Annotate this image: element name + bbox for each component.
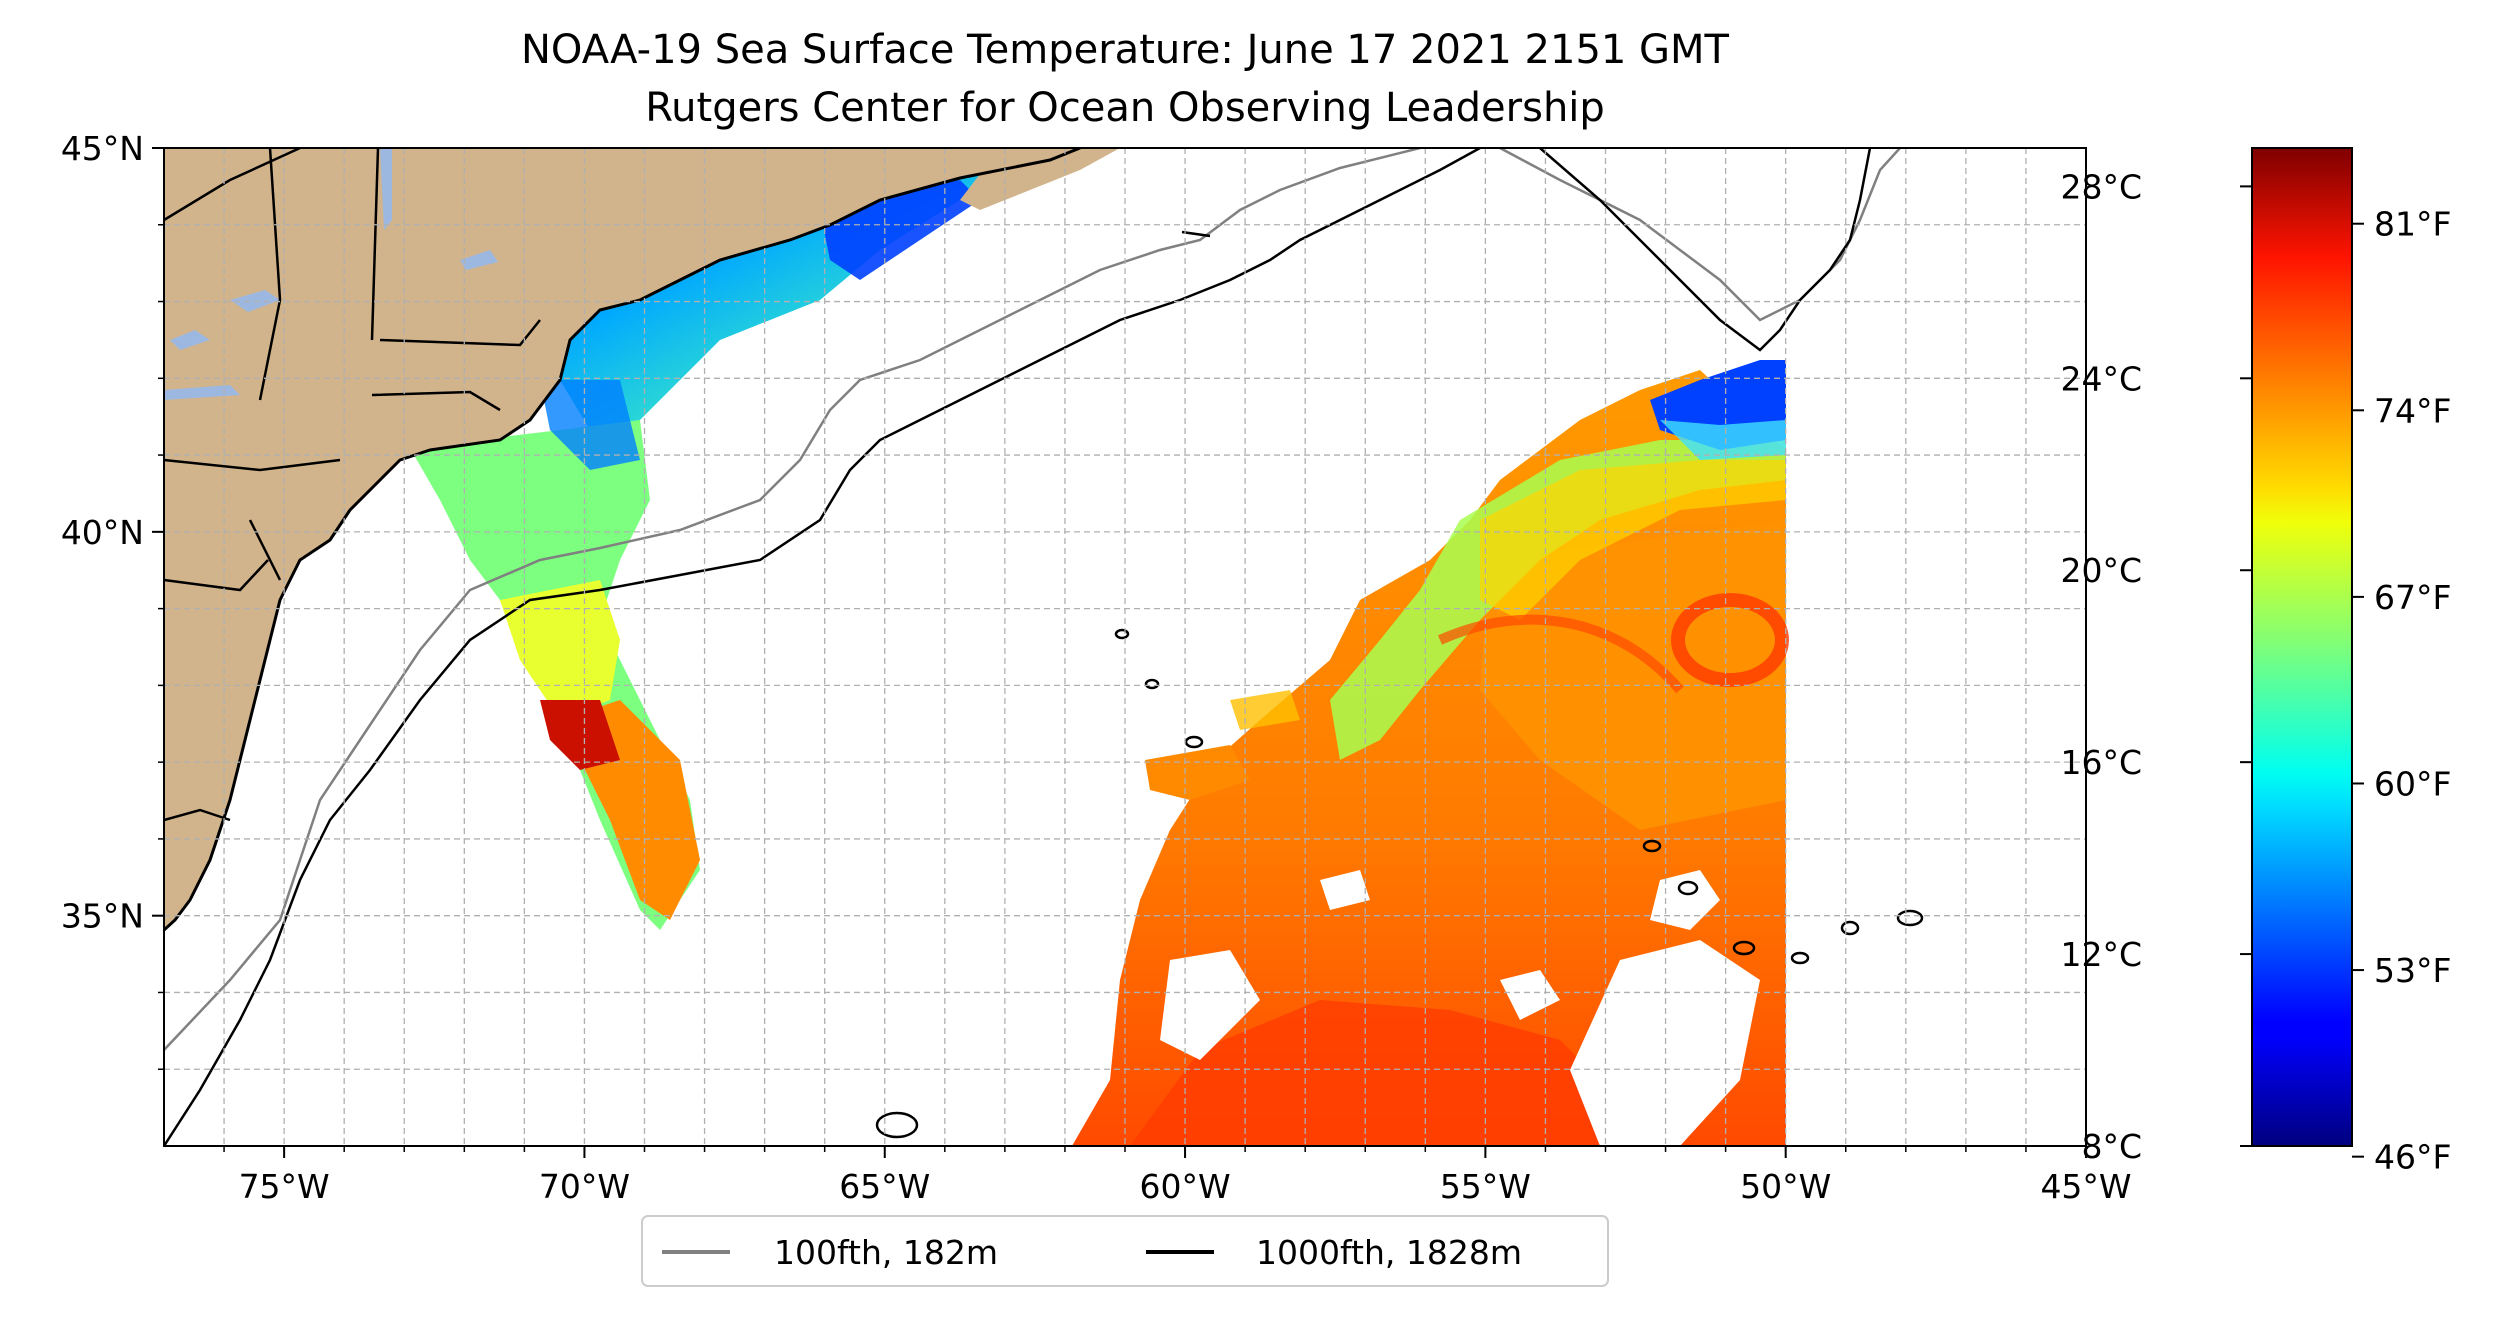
lat-tick-label: 40°N — [61, 513, 144, 552]
lat-tick-label: 45°N — [61, 129, 144, 168]
lon-tick-label: 70°W — [539, 1167, 630, 1206]
celsius-tick-label: 16°C — [2060, 743, 2142, 782]
celsius-tick-label: 24°C — [2060, 359, 2142, 398]
legend-box — [641, 1215, 1609, 1287]
contour-1000fth — [164, 148, 1872, 1146]
lon-tick-label: 45°W — [2040, 1167, 2131, 1206]
lon-tick-label: 75°W — [239, 1167, 330, 1206]
celsius-tick-label: 8°C — [2081, 1127, 2142, 1166]
bathymetry-contours — [164, 148, 1924, 1146]
lon-tick-label: 55°W — [1440, 1167, 1531, 1206]
celsius-tick-label: 28°C — [2060, 167, 2142, 206]
figure-subtitle: Rutgers Center for Ocean Observing Leade… — [645, 85, 1605, 131]
fahrenheit-tick-label: 67°F — [2374, 578, 2451, 617]
seamounts — [875, 230, 1924, 1139]
sst-swath — [410, 148, 1789, 1146]
lat-axis: 35°N 40°N 45°N — [61, 129, 164, 1070]
legend-label-1000fth: 1000fth, 1828m — [1256, 1233, 1522, 1272]
fahrenheit-tick-label: 46°F — [2374, 1138, 2451, 1177]
lat-tick-label: 35°N — [61, 897, 144, 936]
celsius-tick-label: 20°C — [2060, 551, 2142, 590]
celsius-tick-label: 12°C — [2060, 935, 2142, 974]
lon-axis: 75°W 70°W 65°W 60°W 55°W 50°W 45°W — [223, 1146, 2132, 1206]
legend: 100fth, 182m 1000fth, 1828m — [641, 1215, 1609, 1287]
figure-title: NOAA-19 Sea Surface Temperature: June 17… — [521, 27, 1730, 73]
fahrenheit-tick-label: 60°F — [2374, 764, 2451, 803]
gridlines — [164, 148, 2086, 1146]
colorbar-fahrenheit-axis: 46°F 53°F 60°F 67°F 74°F 81°F — [2352, 205, 2451, 1177]
fahrenheit-tick-label: 74°F — [2374, 391, 2451, 430]
lon-tick-label: 65°W — [839, 1167, 930, 1206]
map-panel: 75°W 70°W 65°W 60°W 55°W 50°W 45°W 35°N 40°N 45°… — [61, 129, 2132, 1206]
colorbar: 8°C 12°C 16°C 20°C 24°C 28°C 46°F 53°F 60°F 67°F… — [2060, 147, 2451, 1177]
fahrenheit-tick-label: 81°F — [2374, 205, 2451, 244]
colorbar-gradient — [2251, 147, 2353, 1147]
fahrenheit-tick-label: 53°F — [2374, 951, 2451, 990]
lon-tick-label: 50°W — [1740, 1167, 1831, 1206]
legend-label-100fth: 100fth, 182m — [774, 1233, 998, 1272]
colorbar-celsius-axis: 8°C 12°C 16°C 20°C 24°C 28°C — [2060, 167, 2252, 1166]
lon-tick-label: 60°W — [1140, 1167, 1231, 1206]
